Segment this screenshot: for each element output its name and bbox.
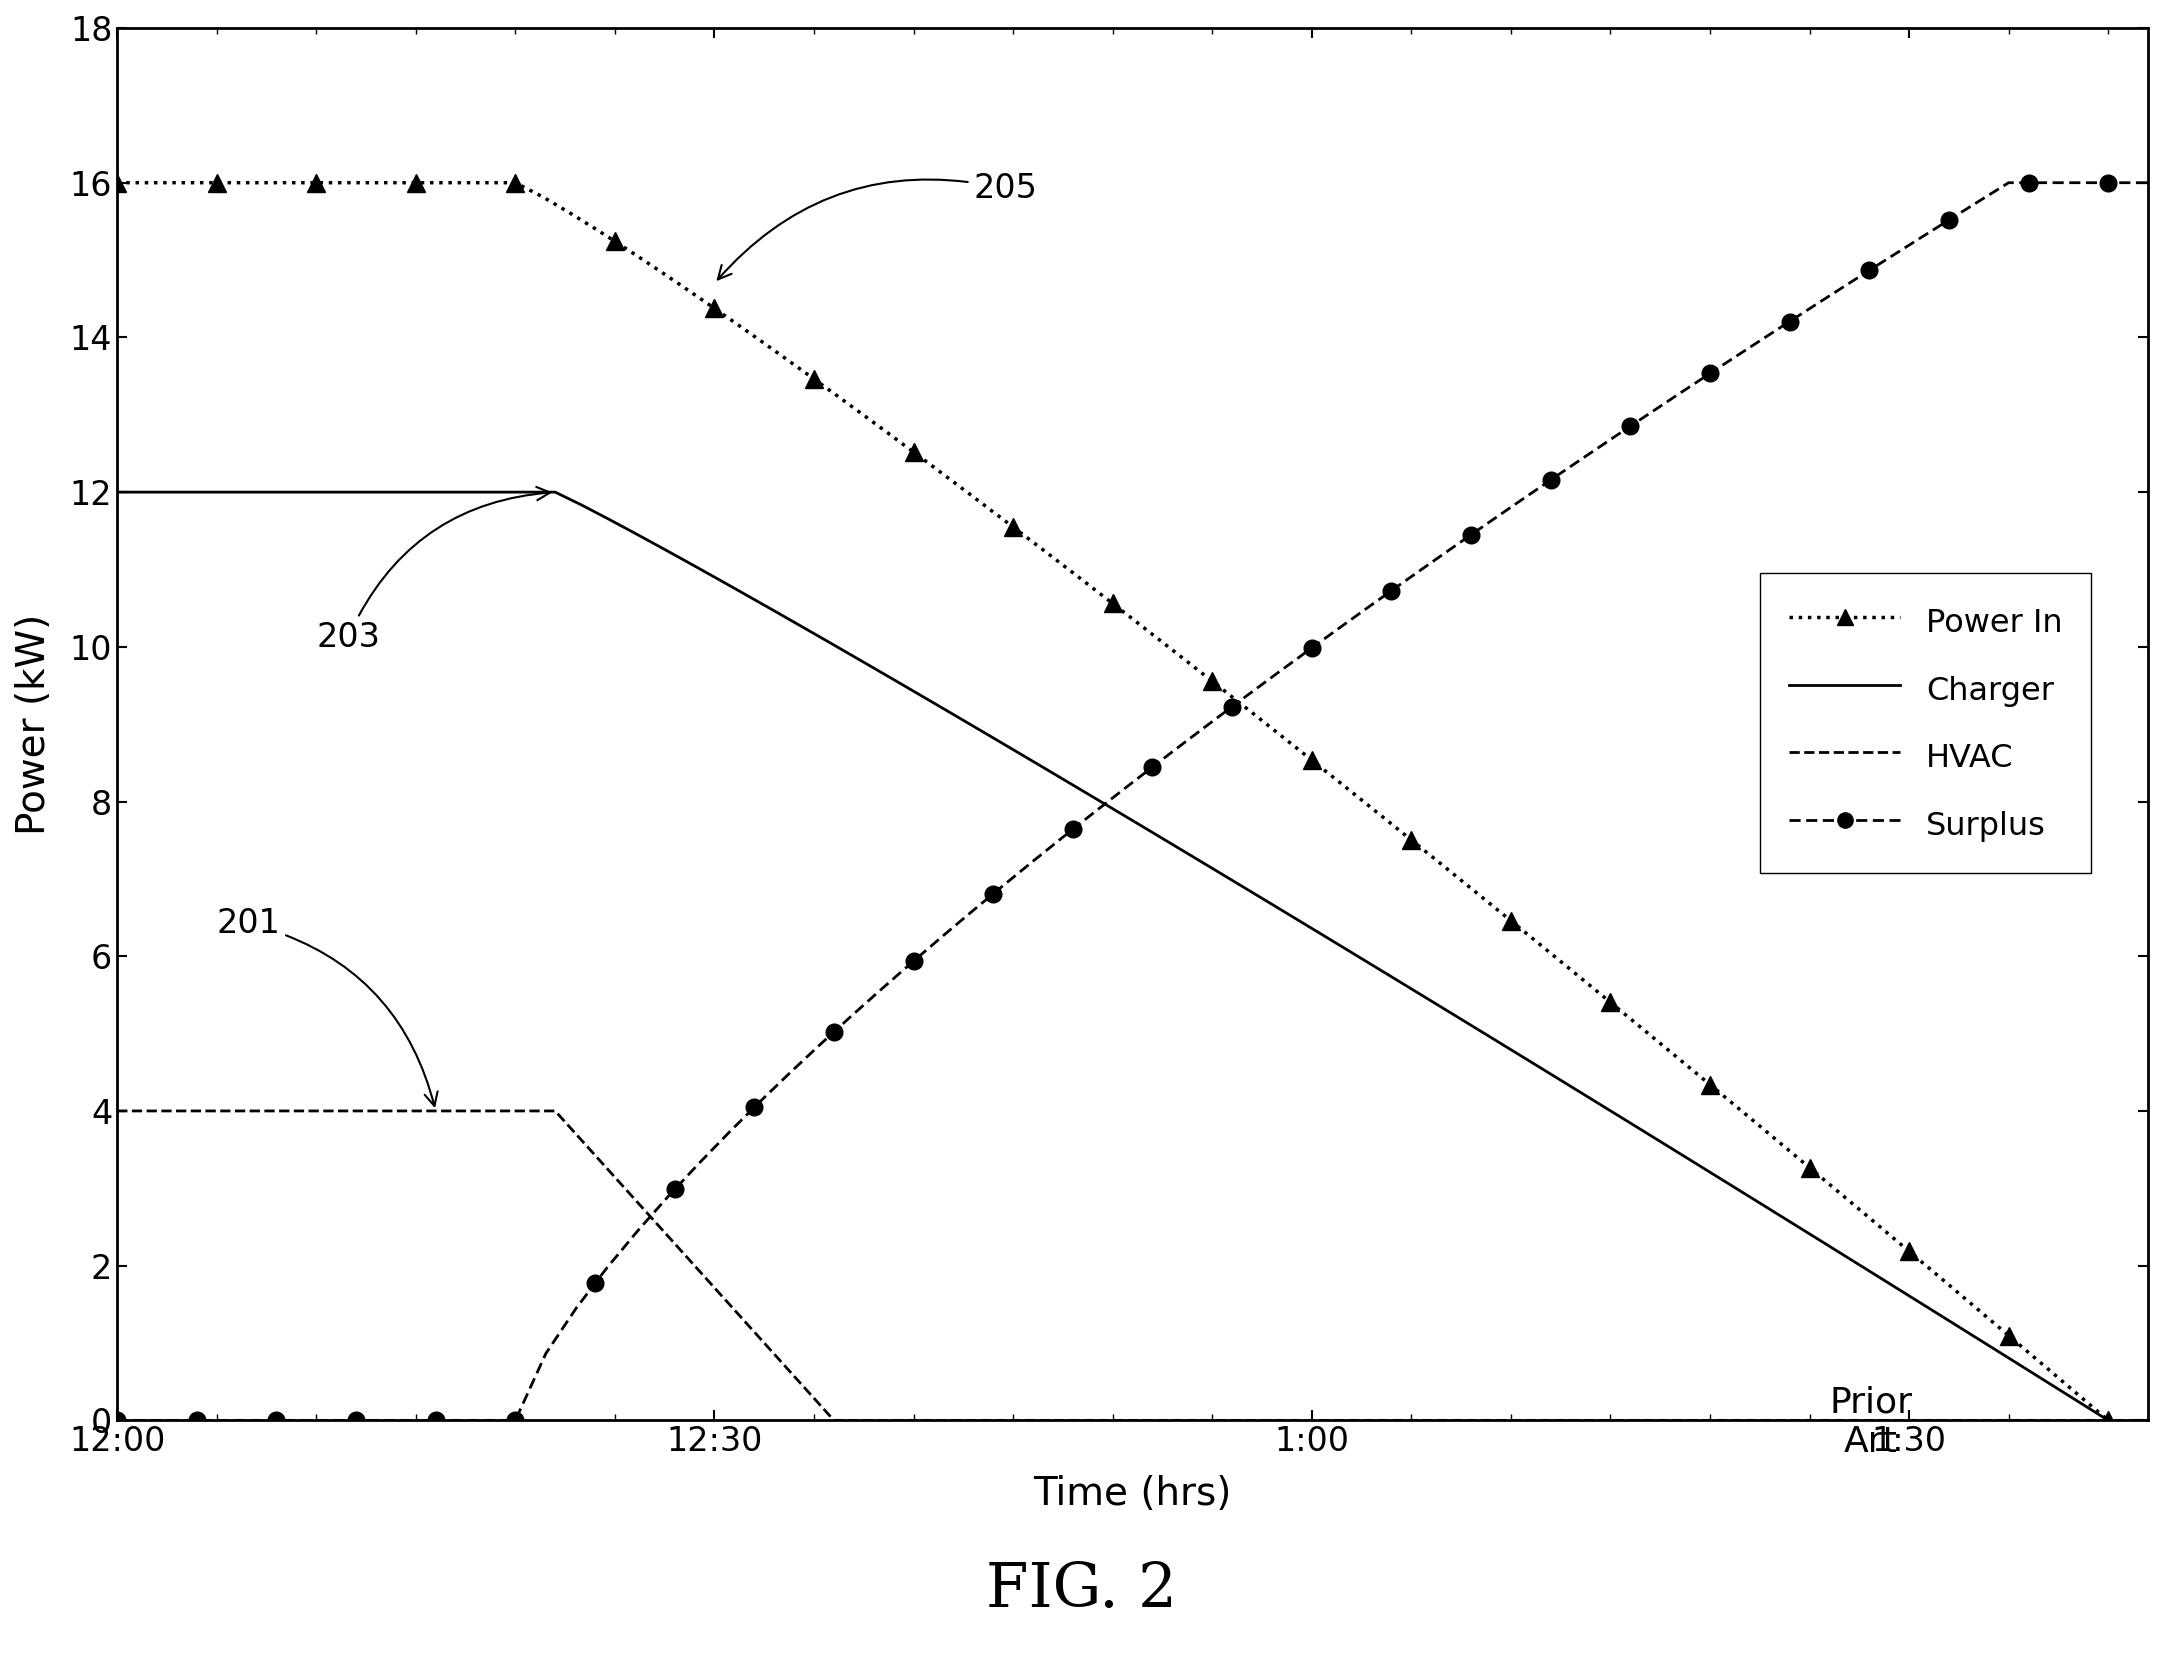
Legend: Power In, Charger, HVAC, Surplus: Power In, Charger, HVAC, Surplus (1761, 573, 2092, 873)
Y-axis label: Power (kW): Power (kW) (15, 613, 54, 834)
Text: Prior
Art: Prior Art (1830, 1385, 1912, 1459)
Text: 205: 205 (718, 173, 1038, 279)
Text: FIG. 2: FIG. 2 (986, 1560, 1177, 1620)
Text: 201: 201 (216, 907, 437, 1106)
Text: 203: 203 (316, 487, 549, 653)
X-axis label: Time (hrs): Time (hrs) (1034, 1474, 1231, 1513)
